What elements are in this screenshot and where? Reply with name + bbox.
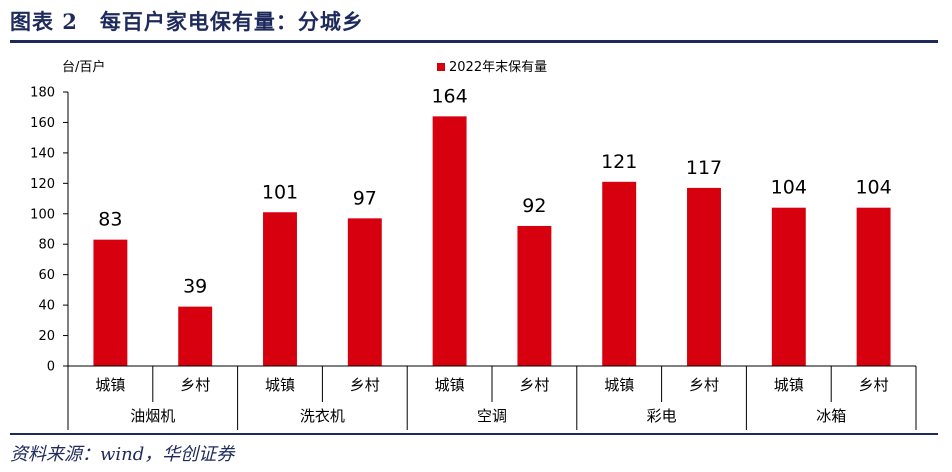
bar (432, 116, 467, 366)
bar (517, 225, 552, 366)
group-label: 油烟机 (130, 407, 175, 425)
category-label: 乡村 (350, 376, 380, 394)
bar (602, 181, 637, 366)
y-tick-label: 40 (38, 299, 55, 314)
y-axis: 0 20 40 60 80 100 120 140 160 180 (30, 86, 69, 375)
bar (771, 207, 806, 366)
bar-value-label: 121 (601, 151, 637, 173)
bar-value-label: 92 (522, 195, 546, 217)
group-label: 洗衣机 (300, 407, 345, 425)
bar (178, 306, 213, 366)
legend-label: 2022年末保有量 (449, 60, 547, 75)
legend-swatch (437, 63, 445, 71)
category-label: 乡村 (519, 376, 549, 394)
bar-value-label: 39 (183, 276, 207, 298)
y-axis-unit-label: 台/百户 (62, 59, 105, 75)
bars: 83 39 101 97 164 92 121 117 104 104 (93, 85, 892, 366)
bar (263, 212, 297, 366)
bar (347, 218, 382, 366)
bar-value-label: 117 (686, 157, 722, 179)
source-note: 资料来源：wind，华创证券 (10, 444, 235, 465)
category-label: 乡村 (859, 376, 889, 394)
y-tick-label: 140 (30, 146, 55, 161)
bar (856, 207, 891, 366)
y-tick-label: 80 (38, 238, 55, 253)
title-rule (10, 40, 938, 43)
category-label: 乡村 (180, 376, 210, 394)
bar (93, 239, 128, 366)
bar-value-label: 104 (771, 177, 807, 199)
category-label: 城镇 (435, 376, 465, 394)
y-tick-label: 160 (30, 116, 55, 131)
group-label: 空调 (477, 407, 507, 425)
category-label: 城镇 (604, 376, 634, 394)
y-tick-label: 0 (47, 360, 55, 375)
y-tick-label: 180 (30, 86, 55, 101)
y-tick-label: 100 (30, 207, 55, 222)
figure-title: 图表 2 每百户家电保有量：分城乡 (10, 9, 364, 34)
y-tick-label: 20 (38, 329, 55, 344)
y-tick-label: 60 (38, 268, 55, 283)
category-label: 城镇 (265, 376, 295, 394)
category-label: 乡村 (689, 376, 719, 394)
legend: 2022年末保有量 (437, 60, 547, 75)
bar-value-label: 164 (431, 85, 467, 107)
bar-value-label: 83 (98, 209, 122, 231)
bar-value-label: 101 (262, 181, 298, 203)
bar (687, 187, 721, 366)
category-label: 城镇 (95, 376, 125, 394)
group-label: 彩电 (647, 407, 677, 425)
source-rule (10, 433, 938, 435)
bar-value-label: 104 (855, 177, 891, 199)
category-label: 城镇 (774, 376, 804, 394)
group-label: 冰箱 (816, 407, 846, 425)
y-tick-label: 120 (30, 177, 55, 192)
bar-value-label: 97 (353, 187, 377, 209)
